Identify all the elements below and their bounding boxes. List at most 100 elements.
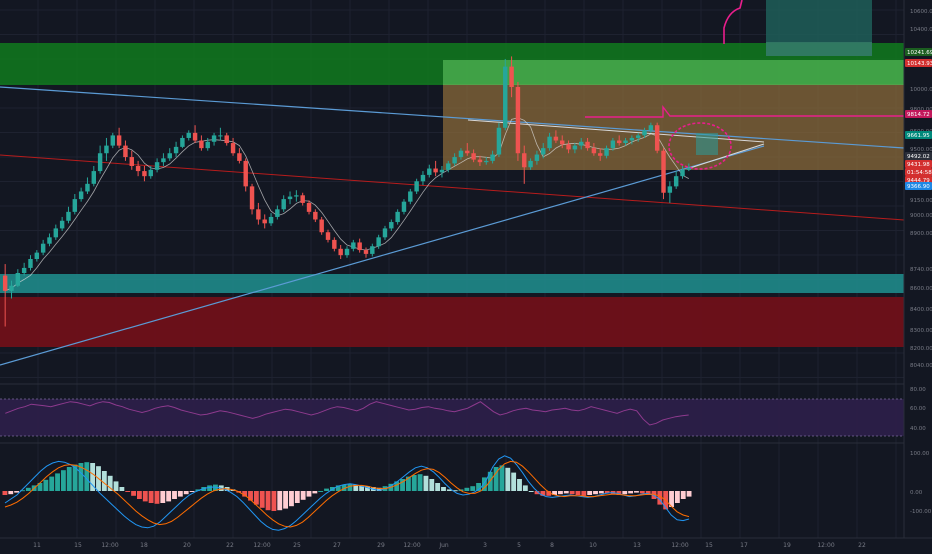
macd-histogram-bar (511, 472, 517, 491)
macd-histogram (2, 462, 692, 511)
time-tick-label: 12:00 (817, 542, 834, 549)
price-marker: 10143.93 (905, 59, 932, 67)
price-tick-label: 9150.00 (910, 198, 932, 204)
macd-histogram-bar (587, 491, 593, 495)
candle-body (161, 158, 166, 163)
candle-body (363, 250, 369, 254)
rsi-tick-label: 60.00 (910, 406, 926, 412)
macd-histogram-bar (125, 491, 131, 492)
candle-body (218, 135, 223, 137)
candle-body (471, 153, 476, 160)
candle-body (490, 154, 495, 161)
candle-body (503, 66, 508, 128)
candle-body (427, 168, 432, 175)
macd-histogram-bar (20, 490, 25, 492)
macd-histogram-bar (645, 491, 651, 495)
candle-body (199, 140, 204, 149)
macd-histogram-bar (376, 487, 382, 491)
macd-histogram-bar (271, 491, 277, 511)
price-marker-label: 9661.95 (907, 133, 930, 139)
candle-body (616, 140, 622, 144)
macd-histogram-bar (49, 476, 55, 491)
price-tick-label: 8740.00 (910, 267, 932, 273)
candle-body (135, 165, 141, 172)
candle-body (420, 174, 426, 182)
candle-body (237, 153, 242, 161)
price-tick-label: 10400.00 (910, 27, 932, 33)
macd-histogram-bar (563, 491, 569, 494)
resistance-red-zone (0, 297, 904, 347)
price-marker: 9366.90 (905, 182, 932, 190)
time-tick-label: 12:00 (101, 542, 118, 549)
macd-histogram-bar (423, 475, 429, 491)
candle-body (91, 171, 97, 184)
macd-histogram-bar (394, 481, 400, 491)
price-marker-label: 9431.98 (907, 162, 930, 168)
macd-tick-label: 0.00 (910, 490, 923, 496)
candle-body (433, 168, 438, 173)
macd-histogram-bar (154, 491, 160, 504)
macd-histogram-bar (417, 474, 423, 491)
time-axis[interactable]: 11 15 12:00 18 20 22 12:00 25 27 29 12:00 Jun 3 5 8 10 1… (33, 542, 866, 549)
candle-body (268, 216, 274, 224)
candle-body (401, 201, 407, 212)
price-marker: 01:54:58 (905, 168, 932, 176)
candle-body (509, 66, 514, 87)
macd-histogram-bar (505, 467, 511, 491)
price-tick-label: 9000.00 (910, 213, 932, 219)
candles-layer (2, 56, 692, 327)
candle-body (97, 153, 103, 172)
macd-histogram-bar (435, 483, 441, 491)
macd-histogram-bar (359, 485, 365, 491)
candle-body (85, 183, 90, 192)
time-tick-label: 18 (140, 542, 148, 549)
candle-body (211, 135, 217, 142)
candle-body (351, 242, 356, 249)
macd-histogram-bar (499, 465, 505, 491)
time-tick-label: 12:00 (671, 542, 688, 549)
price-tick-label: 9500.00 (910, 147, 932, 153)
macd-histogram-bar (616, 491, 622, 495)
price-marker-label: 10241.69 (907, 50, 932, 56)
time-tick-label: 3 (483, 542, 487, 549)
macd-histogram-bar (90, 463, 96, 491)
price-tick-label: 8600.00 (910, 286, 932, 292)
macd-histogram-bar (25, 487, 31, 491)
candle-body (585, 141, 590, 149)
macd-histogram-bar (324, 488, 329, 491)
macd-histogram-bar (72, 464, 78, 491)
macd-histogram-bar (639, 491, 645, 494)
candle-body (344, 248, 350, 256)
candle-body (667, 186, 673, 193)
macd-histogram-bar (277, 491, 283, 511)
candle-body (458, 150, 464, 158)
magenta-arrow-path (723, 0, 743, 44)
macd-histogram-bar (493, 467, 499, 491)
macd-histogram-bar (136, 491, 142, 499)
macd-histogram-bar (107, 475, 113, 491)
candle-body (123, 145, 128, 158)
price-tick-label: 8040.00 (910, 363, 932, 369)
rsi-band (0, 399, 904, 436)
candle-body (686, 168, 692, 170)
macd-histogram-bar (101, 471, 107, 491)
macd-histogram-bar (546, 491, 552, 496)
macd-histogram-bar (353, 484, 359, 491)
time-tick-label: 11 (33, 542, 41, 549)
time-tick-label: 22 (226, 542, 234, 549)
candle-body (319, 219, 324, 233)
macd-histogram-bar (189, 491, 195, 492)
macd-histogram-bar (2, 491, 8, 495)
macd-histogram-bar (540, 491, 546, 496)
macd-histogram-bar (172, 491, 177, 499)
macd-histogram-bar (534, 491, 540, 495)
candle-body (541, 148, 546, 155)
candle-body (446, 163, 451, 170)
price-marker-label: 10143.93 (907, 61, 932, 67)
candle-body (110, 135, 115, 146)
candle-body (629, 137, 635, 141)
macd-histogram-bar (113, 481, 119, 491)
macd-histogram-bar (604, 491, 610, 494)
